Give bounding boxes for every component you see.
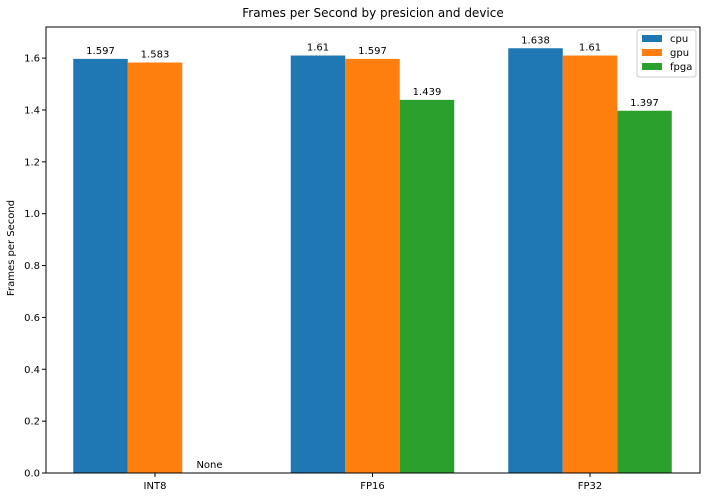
bar-value-label: 1.61 <box>579 43 601 54</box>
bar-fpga-fp32 <box>617 110 672 474</box>
bar-value-label: 1.61 <box>307 43 329 54</box>
bar-value-label: 1.583 <box>141 50 170 61</box>
x-tick-label: INT8 <box>144 481 167 492</box>
legend-label-cpu: cpu <box>670 34 688 45</box>
plot-frame <box>45 26 701 474</box>
bar-cpu-int8 <box>73 58 128 473</box>
y-tick-label: 1.4 <box>24 105 40 116</box>
bar-gpu-fp32 <box>562 55 618 473</box>
plot-area: 0.0 0.2 0.4 0.6 0.8 1.0 1.2 1.4 1.6 INT8 1.597 1.58… <box>24 35 672 492</box>
y-axis-label: Frames per Second <box>6 200 17 296</box>
legend: cpu gpu fpga <box>636 29 697 78</box>
y-tick-label: 0.0 <box>24 469 40 480</box>
bar-value-label: 1.397 <box>630 98 659 109</box>
y-tick-label: 1.6 <box>24 54 40 65</box>
legend-swatch-gpu <box>642 49 662 56</box>
y-tick-label: 1.0 <box>24 209 40 220</box>
x-tick-label: FP32 <box>578 481 603 492</box>
bar-fpga-fp16 <box>399 99 455 473</box>
y-tick-label: 0.8 <box>24 261 40 272</box>
legend-label-gpu: gpu <box>670 48 689 59</box>
legend-swatch-fpga <box>642 63 662 70</box>
x-tick-label: FP16 <box>360 481 385 492</box>
y-tick-label: 0.4 <box>24 365 40 376</box>
bar-value-label: 1.597 <box>358 46 387 57</box>
bar-value-label: 1.439 <box>413 87 442 98</box>
bar-cpu-fp16 <box>290 55 346 473</box>
bar-gpu-int8 <box>127 62 183 474</box>
bar-value-label: None <box>196 460 222 471</box>
bar-cpu-fp32 <box>508 48 563 474</box>
bar-value-label: 1.597 <box>86 46 115 57</box>
legend-swatch-cpu <box>642 35 662 42</box>
y-tick-label: 0.2 <box>24 417 40 428</box>
y-tick-label: 0.6 <box>24 313 40 324</box>
bar-gpu-fp16 <box>345 58 400 473</box>
y-tick-label: 1.2 <box>24 157 40 168</box>
legend-label-fpga: fpga <box>670 62 692 73</box>
bar-value-label: 1.638 <box>521 35 550 46</box>
chart-title: Frames per Second by presicion and devic… <box>242 6 503 20</box>
